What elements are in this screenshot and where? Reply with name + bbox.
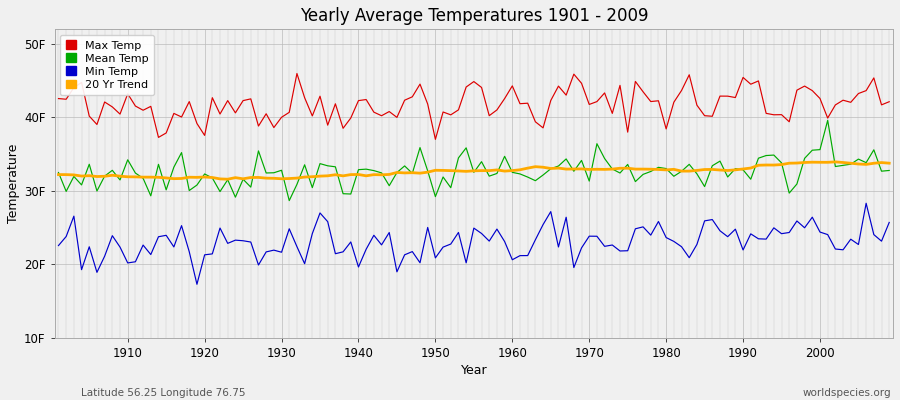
X-axis label: Year: Year [461,364,487,377]
Y-axis label: Temperature: Temperature [7,144,20,223]
Text: worldspecies.org: worldspecies.org [803,388,891,398]
Text: Latitude 56.25 Longitude 76.75: Latitude 56.25 Longitude 76.75 [81,388,246,398]
Legend: Max Temp, Mean Temp, Min Temp, 20 Yr Trend: Max Temp, Mean Temp, Min Temp, 20 Yr Tre… [60,35,154,95]
Title: Yearly Average Temperatures 1901 - 2009: Yearly Average Temperatures 1901 - 2009 [300,7,648,25]
